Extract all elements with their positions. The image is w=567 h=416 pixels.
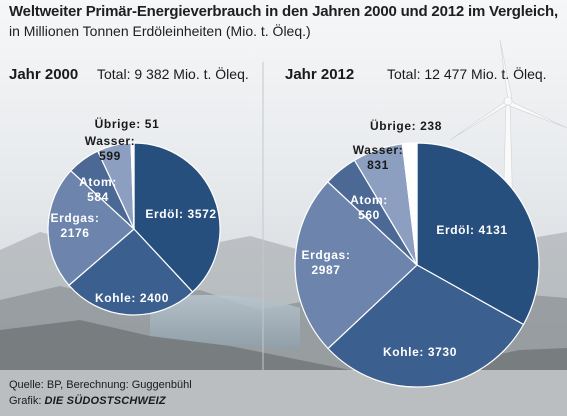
label-kohle-2000: Kohle: 2400 [95,291,169,305]
label-kohle-2012: Kohle: 3730 [383,345,457,359]
chart-subtitle: in Millionen Tonnen Erdöleinheiten (Mio.… [9,23,311,39]
label-atom-2012: Atom: 560 [350,193,388,222]
chart-title: Weltweiter Primär-Energieverbrauch in de… [9,3,558,20]
credit-prefix: Grafik: [9,395,42,407]
slice-erdoel-2012 [416,142,540,326]
panel-total-2012: Total: 12 477 Mio. t. Öleq. [387,66,547,82]
source-note: Quelle: BP, Berechnung: Guggenbühl [9,379,192,391]
slice-kohle-2012 [327,264,525,388]
slice-erdgas-2012 [294,180,418,350]
slice-uebrige-2000 [130,142,135,230]
pie-2000 [47,142,221,316]
label-erdoel-2012: Erdöl: 4131 [436,223,507,237]
label-erdoel-2000: Erdöl: 3572 [145,207,216,221]
slice-erdoel-2000 [133,142,221,293]
slice-kohle-2000 [68,228,194,316]
pie-2012 [294,142,540,388]
panel-title-2000: Jahr 2000 [9,66,79,83]
label-uebrige-2000: Übrige: 51 [95,116,160,131]
slice-erdgas-2000 [47,169,135,287]
label-erdgas-2012: Erdgas: 2987 [302,248,351,277]
label-wasser-2000: Wasser: 599 [85,134,135,163]
label-erdgas-2000: Erdgas: 2176 [51,211,100,240]
panel-title-2012: Jahr 2012 [285,66,355,83]
label-uebrige-2012: Übrige: 238 [370,118,442,133]
graphic-credit: Grafik: DIE SÜDOSTSCHWEIZ [9,395,166,407]
panel-total-2000: Total: 9 382 Mio. t. Öleq. [97,66,249,82]
slice-uebrige-2012 [401,142,418,266]
publisher-logo: DIE SÜDOSTSCHWEIZ [44,395,166,407]
label-atom-2000: Atom: 584 [79,175,117,204]
label-wasser-2012: Wasser: 831 [353,143,403,172]
